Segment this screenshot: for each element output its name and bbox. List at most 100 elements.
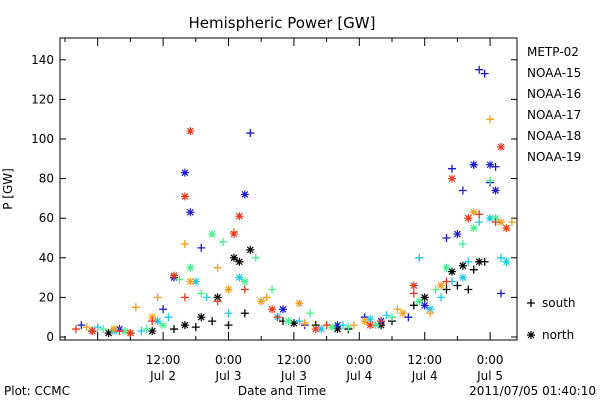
- south-point-noaa-16: [338, 321, 347, 330]
- y-tick-label: 100: [31, 132, 54, 146]
- south-point-noaa-15: [475, 65, 484, 74]
- x-tick-label-date: Jul 4: [345, 369, 372, 383]
- north-point-metp-02: [229, 253, 238, 262]
- south-point-noaa-17: [99, 325, 108, 334]
- south-point-metp-02: [170, 325, 178, 334]
- north-point-noaa-19: [186, 127, 195, 136]
- north-point-noaa-19: [447, 174, 456, 183]
- south-point-noaa-16: [202, 293, 211, 302]
- north-point-noaa-18: [398, 309, 407, 318]
- south-point-noaa-15: [404, 313, 413, 322]
- south-point-noaa-19: [213, 297, 222, 306]
- south-point-noaa-17: [344, 323, 353, 332]
- south-point-noaa-18: [82, 323, 91, 332]
- south-point-noaa-16: [164, 313, 173, 322]
- south-point-noaa-17: [431, 285, 440, 294]
- south-point-noaa-18: [131, 303, 140, 312]
- south-point-noaa-18: [300, 319, 309, 328]
- south-point-noaa-16: [382, 311, 391, 320]
- north-point-noaa-16: [366, 315, 375, 324]
- legend-item-noaa-19: NOAA-19: [527, 150, 581, 164]
- north-point-noaa-19: [311, 325, 320, 334]
- north-point-noaa-15: [491, 186, 500, 195]
- south-point-noaa-18: [153, 293, 162, 302]
- north-point-noaa-19: [502, 224, 511, 233]
- south-point-noaa-18: [426, 309, 435, 318]
- north-point-noaa-15: [180, 168, 189, 177]
- south-point-noaa-15: [77, 321, 86, 330]
- y-tick-label: 0: [46, 330, 54, 344]
- north-point-noaa-18: [295, 299, 304, 308]
- south-point-metp-02: [224, 321, 233, 330]
- x-tick-label-date: Jul 5: [476, 369, 503, 383]
- south-point-noaa-17: [251, 253, 260, 262]
- south-point-noaa-19: [240, 285, 249, 294]
- y-tick-label: 140: [31, 53, 54, 67]
- y-axis: 0 20 40 60 80 100 120 140: [31, 53, 517, 344]
- series-noaa-16: [93, 214, 511, 336]
- south-point-noaa-17: [175, 275, 184, 284]
- south-point-noaa-17: [268, 285, 277, 294]
- x-tick-label-date: Jul 3: [280, 369, 307, 383]
- north-point-noaa-15: [486, 160, 495, 169]
- legend-item-metp-02: METP-02: [527, 45, 579, 59]
- south-point-noaa-19: [409, 289, 418, 298]
- north-point-noaa-17: [469, 224, 478, 233]
- north-point-noaa-15: [453, 230, 462, 239]
- north-point-noaa-19: [88, 327, 97, 336]
- north-point-noaa-18: [360, 317, 369, 326]
- legend-item-noaa-15: NOAA-15: [527, 66, 581, 80]
- north-point-noaa-16: [235, 273, 244, 282]
- south-point-noaa-16: [137, 327, 146, 336]
- south-point-noaa-16: [415, 253, 424, 262]
- south-point-noaa-18: [486, 115, 495, 124]
- south-point-metp-02: [208, 317, 217, 326]
- north-point-noaa-17: [159, 321, 168, 330]
- south-point-noaa-19: [475, 210, 484, 219]
- north-point-noaa-15: [186, 208, 195, 217]
- north-point-noaa-17: [415, 297, 424, 306]
- south-point-noaa-18: [349, 321, 358, 330]
- north-point-noaa-15: [420, 301, 429, 310]
- south-point-noaa-16: [437, 293, 446, 302]
- north-point-noaa-18: [110, 325, 119, 334]
- south-point-noaa-15: [447, 164, 456, 173]
- plot-frame: [59, 37, 518, 341]
- x-tick-label-time: 0:00: [346, 353, 373, 367]
- y-axis-label: P [GW]: [1, 168, 15, 210]
- north-point-noaa-17: [284, 317, 293, 326]
- north-point-metp-02: [246, 245, 255, 254]
- north-point-metp-02: [289, 319, 298, 328]
- legend-south-symbol: [527, 299, 535, 307]
- south-point-noaa-15: [442, 234, 451, 242]
- footer-timestamp: 2011/07/05 01:40:10: [469, 384, 596, 398]
- x-tick-label-date: Jul 4: [411, 369, 438, 383]
- north-point-noaa-15: [279, 305, 287, 314]
- south-point-metp-02: [191, 323, 200, 332]
- south-point-noaa-18: [393, 305, 402, 314]
- y-tick-label: 20: [39, 290, 54, 304]
- north-point-noaa-18: [437, 281, 446, 290]
- north-point-metp-02: [148, 327, 157, 336]
- x-axis: 12:00 Jul 2 0:00 Jul 3 12:00 Jul 3 0:00 Jul 4 12…: [64, 38, 504, 383]
- north-point-noaa-19: [464, 214, 473, 223]
- north-point-noaa-19: [229, 230, 238, 239]
- x-tick-label-time: 12:00: [146, 353, 181, 367]
- x-tick-label-time: 0:00: [215, 353, 242, 367]
- north-point-noaa-16: [317, 325, 326, 334]
- y-tick-label: 40: [39, 251, 54, 265]
- south-point-noaa-16: [295, 317, 304, 326]
- south-point-noaa-19: [273, 313, 282, 322]
- north-point-noaa-19: [366, 321, 375, 330]
- south-point-noaa-19: [491, 218, 500, 227]
- x-tick-label-time: 12:00: [277, 353, 312, 367]
- south-point-noaa-17: [197, 289, 206, 298]
- south-point-metp-02: [464, 285, 473, 294]
- north-point-noaa-17: [371, 321, 380, 330]
- north-point-metp-02: [475, 257, 484, 266]
- chart-title: Hemispheric Power [GW]: [189, 14, 376, 32]
- south-point-metp-02: [409, 301, 418, 310]
- x-tick-label-time: 0:00: [477, 353, 504, 367]
- south-point-noaa-18: [180, 239, 189, 248]
- north-point-noaa-18: [469, 208, 478, 217]
